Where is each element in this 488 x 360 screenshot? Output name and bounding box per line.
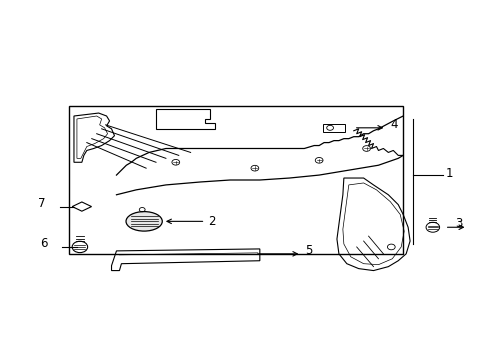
- Text: 2: 2: [208, 215, 216, 228]
- Bar: [323, 123, 344, 132]
- Ellipse shape: [126, 212, 162, 231]
- Text: 5: 5: [305, 244, 312, 257]
- Text: 7: 7: [38, 197, 46, 210]
- Text: 1: 1: [445, 167, 452, 180]
- Text: 4: 4: [389, 118, 397, 131]
- Text: 3: 3: [455, 217, 462, 230]
- Bar: [69, 106, 402, 254]
- Text: 6: 6: [41, 238, 48, 251]
